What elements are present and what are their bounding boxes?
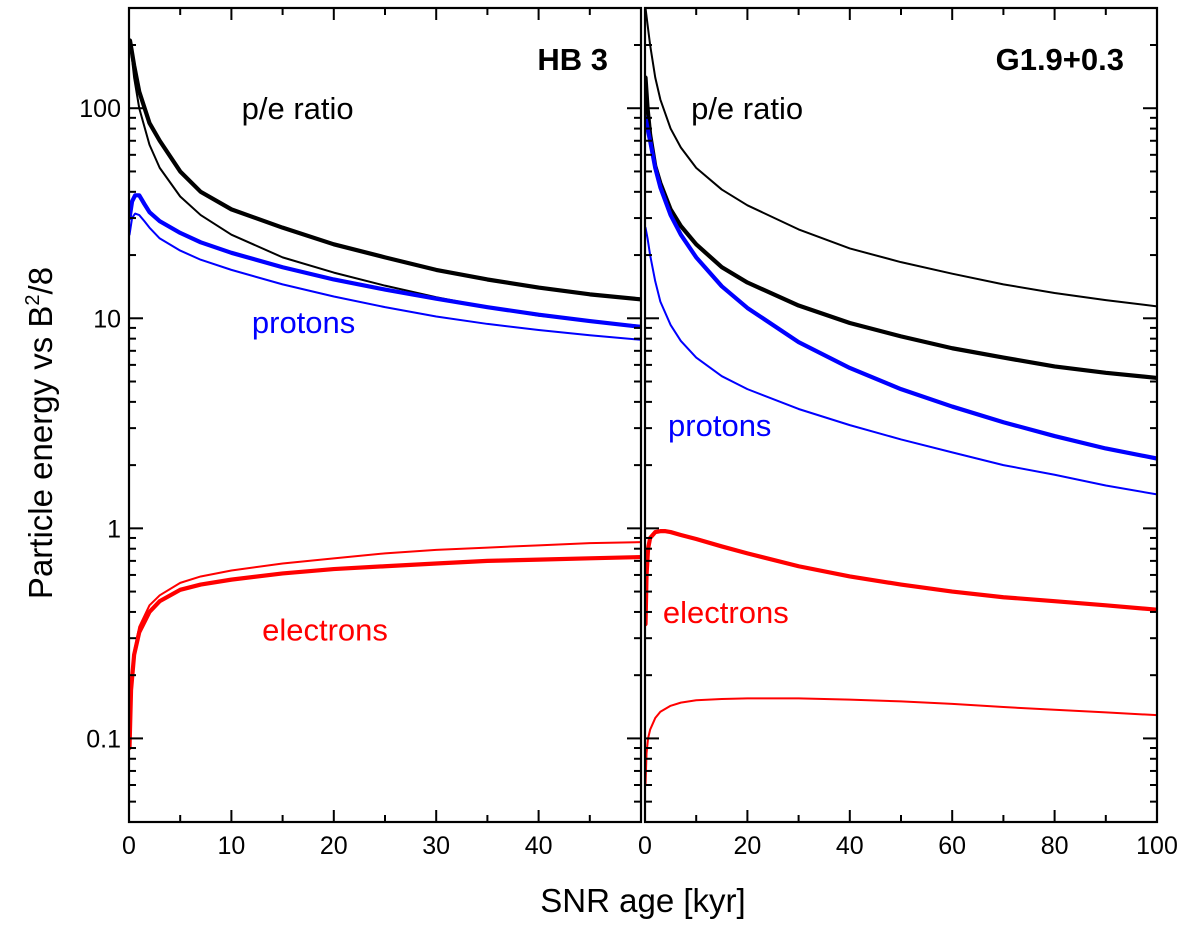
y-tick-label: 0.1	[86, 725, 121, 753]
y-tick-label: 10	[93, 305, 121, 333]
series-curve-3	[129, 193, 641, 329]
x-tick-label: 0	[122, 832, 136, 860]
panel-1: 0 10 20 30 40 0.1 1 10 100 HB 3 p/e ratio protons el…	[79, 6, 643, 860]
x-axis-title: SNR age [kyr]	[540, 882, 745, 919]
x-tick-label: 60	[938, 832, 966, 860]
curve-label: electrons	[262, 612, 388, 647]
x-tick-label: 20	[733, 832, 761, 860]
series-curve-4	[645, 226, 1157, 496]
series-curve-4	[129, 212, 641, 341]
y-axis-title: Particle energy vs B2/8	[22, 267, 59, 599]
x-tick-label: 20	[320, 832, 348, 860]
x-tick-label: 40	[525, 832, 553, 860]
series-curve-6	[645, 697, 1157, 787]
series-curve-6	[129, 541, 641, 750]
series-curve-5	[129, 554, 641, 751]
y-axis-title-main: Particle energy vs B	[22, 306, 59, 599]
curve-label: p/e ratio	[242, 91, 354, 126]
curve-label: p/e ratio	[691, 91, 803, 126]
x-tick-label: 100	[1136, 832, 1178, 860]
x-tick-label: 80	[1041, 832, 1069, 860]
y-axis-title-superscript: 2	[22, 294, 44, 305]
x-tick-label: 40	[836, 832, 864, 860]
panel-2: 0 20 40 60 80 100 G1.9+0.3 p/e ratio protons elec…	[638, 6, 1178, 860]
curve-label: electrons	[663, 595, 789, 630]
y-axis-title-tail: /8	[22, 267, 59, 295]
x-tick-label: 10	[217, 832, 245, 860]
curve-label: protons	[668, 408, 771, 443]
curve-label: protons	[252, 305, 355, 340]
series-curve-3	[645, 115, 1157, 461]
x-tick-label: 30	[422, 832, 450, 860]
series-curve-1	[645, 8, 1157, 308]
series-curve-2	[129, 39, 641, 327]
panel-title: HB 3	[537, 42, 608, 77]
y-tick-label: 1	[107, 515, 121, 543]
y-tick-label: 100	[79, 95, 121, 123]
series-curve-1	[129, 38, 641, 302]
x-tick-label: 0	[638, 832, 652, 860]
panel-title: G1.9+0.3	[996, 42, 1124, 77]
plot-frame	[127, 6, 643, 824]
